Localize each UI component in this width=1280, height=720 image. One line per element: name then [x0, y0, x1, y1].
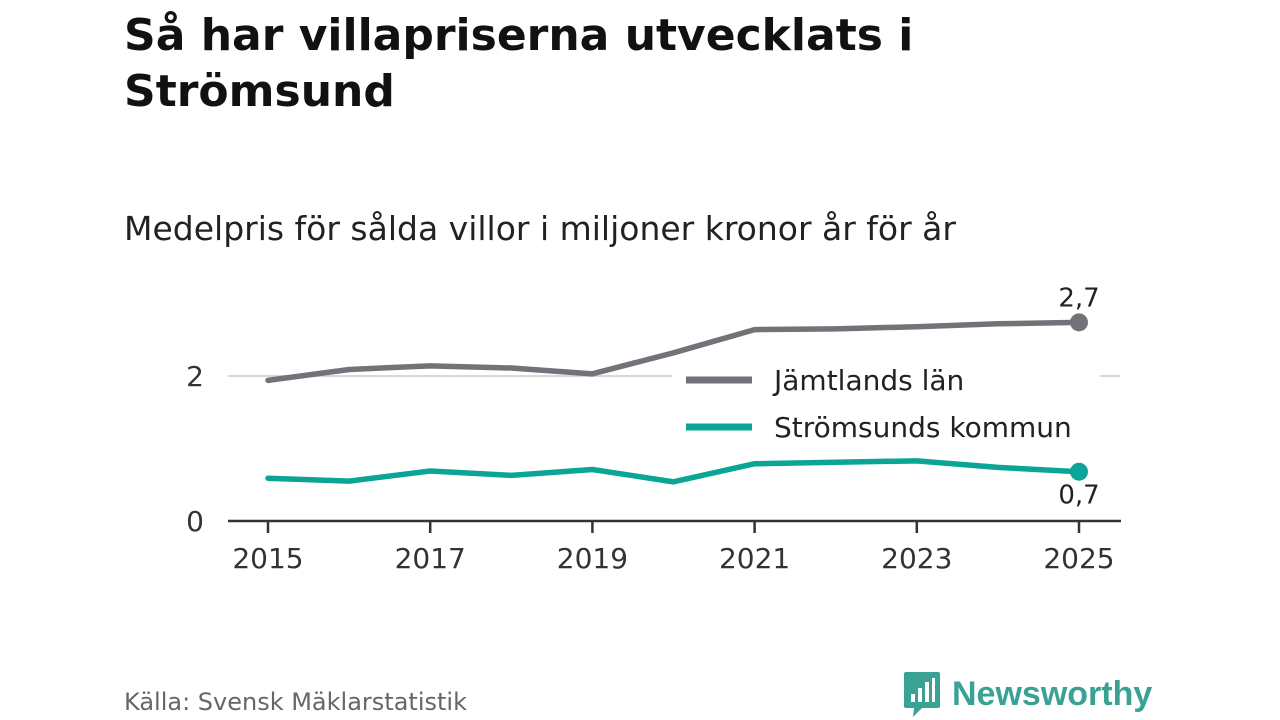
chart-title: Så har villapriserna utvecklats i Ströms… [124, 10, 914, 117]
chart-subtitle: Medelpris för sålda villor i miljoner kr… [124, 209, 956, 248]
x-tick-label-2023: 2023 [881, 542, 952, 575]
legend-label-jamtland: Jämtlands län [772, 364, 964, 397]
x-tick-label-2015: 2015 [232, 542, 303, 575]
x-tick-label-2017: 2017 [395, 542, 466, 575]
x-tick-label-2025: 2025 [1043, 542, 1114, 575]
end-marker-jamtland [1070, 313, 1088, 332]
newsworthy-logo-icon [904, 672, 940, 717]
brand-logo: Newsworthy [902, 670, 1152, 718]
legend-label-stromsund: Strömsunds kommun [774, 411, 1072, 444]
y-tick-label-2: 2 [186, 360, 204, 393]
end-label-stromsund: 0,7 [1058, 481, 1099, 511]
x-tick-label-2019: 2019 [557, 542, 628, 575]
series-line-stromsund [265, 458, 1082, 485]
brand-name: Newsworthy [952, 674, 1153, 713]
source-note: Källa: Svensk Mäklarstatistik [124, 688, 467, 716]
x-tick-label-2021: 2021 [719, 542, 790, 575]
end-marker-stromsund [1070, 462, 1088, 481]
end-label-jamtland: 2,7 [1058, 283, 1099, 313]
y-tick-label-0: 0 [186, 505, 204, 538]
